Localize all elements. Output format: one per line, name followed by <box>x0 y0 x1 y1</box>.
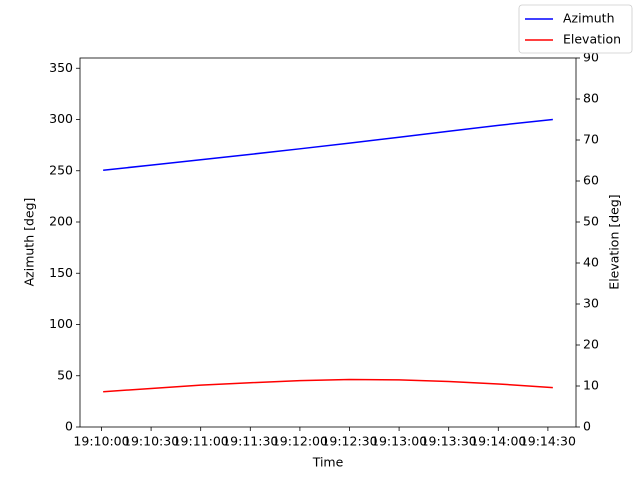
x-tick-label: 19:14:30 <box>520 434 576 449</box>
x-tick-label: 19:11:00 <box>173 434 229 449</box>
y-axis-label: Azimuth [deg] <box>22 198 37 287</box>
data-line <box>103 118 553 171</box>
x-tick-label: 19:11:30 <box>222 434 278 449</box>
y-tick-label: 50 <box>57 367 73 382</box>
y2-tick-label: 80 <box>583 91 599 106</box>
legend-label: Elevation <box>563 32 621 47</box>
y2-tick-label: 10 <box>583 378 599 393</box>
x-tick-label: 19:12:30 <box>321 434 377 449</box>
y-tick-label: 350 <box>49 60 73 75</box>
legend-label: Azimuth <box>563 11 615 26</box>
y2-tick-label: 40 <box>583 255 599 270</box>
x-tick-label: 19:14:00 <box>470 434 526 449</box>
y2-tick-label: 0 <box>583 419 591 434</box>
y2-tick-label: 50 <box>583 214 599 229</box>
x-tick-label: 19:10:00 <box>73 434 129 449</box>
x-tick-label: 19:10:30 <box>123 434 179 449</box>
y-tick-label: 0 <box>65 419 73 434</box>
x-axis-label: Time <box>312 455 344 470</box>
y2-tick-label: 20 <box>583 337 599 352</box>
y2-tick-label: 60 <box>583 173 599 188</box>
y2-tick-label: 30 <box>583 296 599 311</box>
x-tick-label: 19:13:30 <box>421 434 477 449</box>
y-tick-label: 250 <box>49 162 73 177</box>
y-tick-label: 150 <box>49 265 73 280</box>
y2-tick-label: 70 <box>583 132 599 147</box>
y-tick-label: 200 <box>49 214 73 229</box>
legend-box <box>518 4 633 54</box>
y-tick-label: 100 <box>49 316 73 331</box>
x-tick-label: 19:12:00 <box>272 434 328 449</box>
x-tick-label: 19:13:00 <box>371 434 427 449</box>
y2-axis-label: Elevation [deg] <box>607 194 622 289</box>
data-line <box>103 378 553 393</box>
y-tick-label: 300 <box>49 111 73 126</box>
plot-frame <box>79 57 577 428</box>
